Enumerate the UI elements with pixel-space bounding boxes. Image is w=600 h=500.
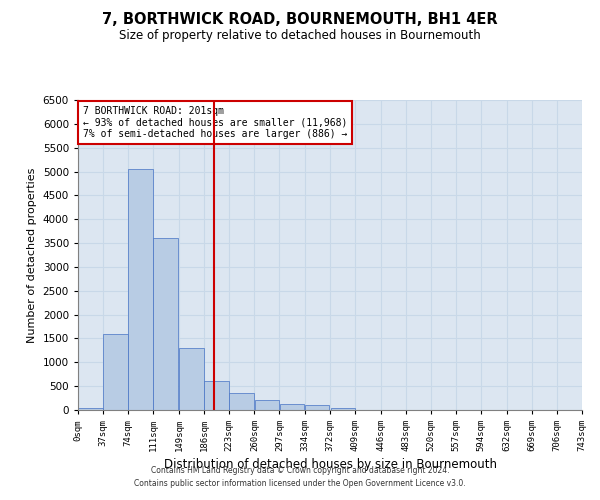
Bar	[254, 400, 279, 410]
Bar	[128, 169, 153, 410]
Text: 7 BORTHWICK ROAD: 201sqm
← 93% of detached houses are smaller (11,968)
7% of sem: 7 BORTHWICK ROAD: 201sqm ← 93% of detach…	[83, 106, 347, 140]
Bar	[229, 394, 254, 410]
Bar	[280, 404, 304, 410]
Bar	[179, 348, 204, 410]
Bar	[154, 238, 178, 410]
Y-axis label: Number of detached properties: Number of detached properties	[27, 168, 37, 342]
Text: Size of property relative to detached houses in Bournemouth: Size of property relative to detached ho…	[119, 29, 481, 42]
X-axis label: Distribution of detached houses by size in Bournemouth: Distribution of detached houses by size …	[163, 458, 497, 471]
Bar	[205, 382, 229, 410]
Bar	[78, 408, 103, 410]
Bar	[331, 408, 355, 410]
Text: Contains HM Land Registry data © Crown copyright and database right 2024.
Contai: Contains HM Land Registry data © Crown c…	[134, 466, 466, 487]
Bar	[103, 334, 128, 410]
Text: 7, BORTHWICK ROAD, BOURNEMOUTH, BH1 4ER: 7, BORTHWICK ROAD, BOURNEMOUTH, BH1 4ER	[102, 12, 498, 28]
Bar	[305, 405, 329, 410]
